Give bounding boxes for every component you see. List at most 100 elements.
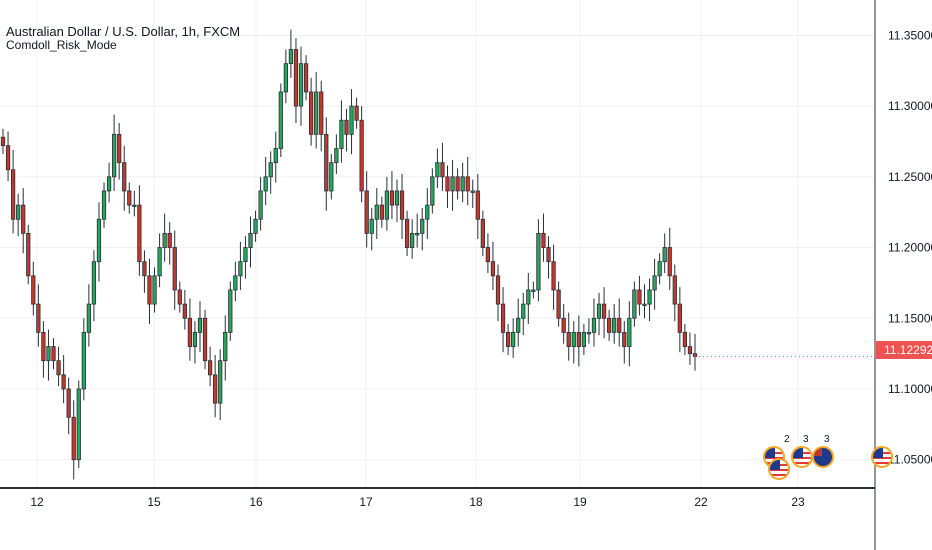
candle-body <box>687 346 693 355</box>
x-tick-label: 19 <box>573 495 587 509</box>
candle-body <box>450 176 455 192</box>
candle-body <box>0 136 6 147</box>
candle-body <box>238 261 243 277</box>
candle-body <box>364 190 369 234</box>
y-tick-label: 11.20000 <box>888 241 932 255</box>
candle-body <box>596 303 602 319</box>
candle-body <box>425 204 430 220</box>
candle-body <box>511 332 516 347</box>
candle-body <box>273 148 278 164</box>
candle-body <box>541 232 546 248</box>
candle-body <box>101 190 107 220</box>
candle-body <box>399 190 405 220</box>
x-tick-label: 12 <box>30 495 44 509</box>
candle-body <box>41 332 46 362</box>
event-count: 3 <box>824 434 830 445</box>
candle-body <box>485 247 491 263</box>
candle-body <box>546 247 551 263</box>
candle-body <box>213 374 218 404</box>
candle-body <box>440 162 445 178</box>
candle-body <box>253 218 258 234</box>
candle-body <box>278 91 283 149</box>
us-flag-icon[interactable] <box>768 458 790 480</box>
candle-body <box>536 232 541 291</box>
candle-body <box>415 232 420 236</box>
candle-body <box>349 105 354 135</box>
candle-body <box>162 232 167 248</box>
candle-body <box>394 190 400 206</box>
candle-body <box>147 275 152 305</box>
candle-body <box>202 317 208 362</box>
current-price-tag: 11.12292 <box>876 341 932 359</box>
candle-body <box>56 360 61 376</box>
x-tick-label: 17 <box>359 495 373 509</box>
y-tick-label: 11.10000 <box>888 382 932 396</box>
candle-body <box>192 332 198 347</box>
candle-body <box>531 289 536 292</box>
indicator-legend[interactable]: Comdoll_Risk_Mode <box>6 38 117 52</box>
candle-body <box>106 176 112 192</box>
candle-body <box>692 353 698 357</box>
candle-body <box>329 162 334 192</box>
candle-body <box>359 119 364 192</box>
candle-body <box>460 176 465 192</box>
candle-body <box>526 289 531 305</box>
candle-body <box>566 332 571 347</box>
candle-body <box>410 232 415 248</box>
y-tick-label: 11.30000 <box>888 99 932 113</box>
candle-body <box>76 388 81 461</box>
au-flag-icon[interactable] <box>812 446 834 468</box>
candle-body <box>218 360 223 404</box>
candle-body <box>228 289 233 333</box>
x-tick-label: 23 <box>791 495 805 509</box>
candle-body <box>36 303 41 333</box>
candle-body <box>369 218 374 234</box>
candle-body <box>677 303 682 333</box>
candle-body <box>283 63 288 93</box>
x-tick-label: 15 <box>147 495 161 509</box>
candle-body <box>177 289 182 305</box>
candle-body <box>374 204 379 220</box>
candle-body <box>617 317 622 333</box>
candle-body <box>288 49 294 65</box>
candle-body <box>248 232 253 248</box>
candle-body <box>71 416 76 461</box>
candle-body <box>96 218 102 263</box>
candle-body <box>682 332 688 347</box>
candle-body <box>561 317 566 333</box>
candle-body <box>475 190 480 220</box>
candle-body <box>344 119 349 135</box>
candle-body <box>187 317 193 347</box>
candle-body <box>581 332 586 347</box>
candle-body <box>505 332 511 347</box>
candle-body <box>480 218 485 248</box>
us-flag-icon[interactable] <box>871 446 893 468</box>
candle-body <box>384 190 390 220</box>
candle-body <box>576 332 581 347</box>
y-tick-label: 11.05000 <box>888 453 932 467</box>
candle-body <box>556 289 561 319</box>
candle-body <box>379 204 384 220</box>
candle-body <box>334 148 339 164</box>
y-tick-label: 11.25000 <box>888 170 932 184</box>
candle-body <box>167 232 172 248</box>
event-count: 3 <box>803 434 809 445</box>
candle-body <box>667 247 672 277</box>
candle-body <box>182 303 187 319</box>
candle-body <box>632 289 637 319</box>
y-tick-label: 11.35000 <box>888 28 932 42</box>
candle-body <box>91 261 97 305</box>
candle-body <box>142 261 147 277</box>
candle-body <box>137 204 142 263</box>
candle-body <box>233 275 238 291</box>
candle-body <box>223 332 228 362</box>
candle-body <box>339 119 344 149</box>
candle-body <box>197 317 203 333</box>
us-flag-icon[interactable] <box>791 446 813 468</box>
candle-body <box>263 176 268 192</box>
y-tick-label: 11.15000 <box>888 311 932 325</box>
x-tick-label: 16 <box>249 495 263 509</box>
candle-body <box>551 261 556 291</box>
candle-body <box>319 91 324 135</box>
